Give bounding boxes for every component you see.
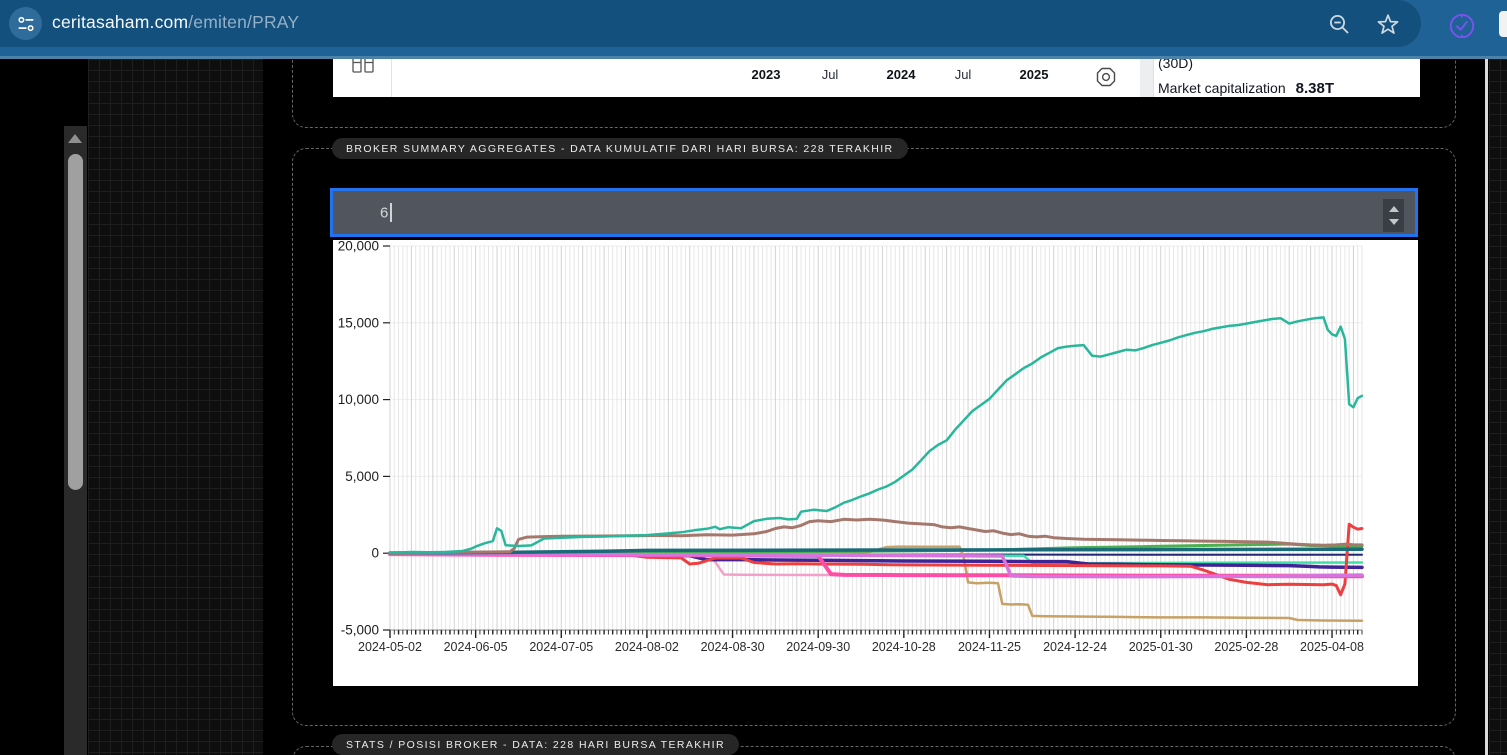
history-clock-button[interactable] xyxy=(1447,11,1477,41)
chart-canvas: 2024-05-02 2024-06-05 2024-07-05 2024-08-02… xyxy=(338,240,1364,654)
timeline-label-2025[interactable]: 2025 xyxy=(1019,67,1049,82)
scrollbar-thumb[interactable] xyxy=(68,154,83,490)
svg-text:-5,000: -5,000 xyxy=(341,623,379,638)
svg-text:2024-08-30: 2024-08-30 xyxy=(701,640,765,654)
series-broker-jade xyxy=(388,316,1364,555)
svg-text:0: 0 xyxy=(371,546,379,561)
url-host: ceritasaham.com xyxy=(52,12,189,32)
site-settings-button[interactable] xyxy=(9,7,42,40)
page-scroll-divider xyxy=(1485,59,1488,755)
svg-text:2025-02-28: 2025-02-28 xyxy=(1214,640,1278,654)
background-grid-left xyxy=(88,59,263,755)
stats-heading: STATS / POSISI BROKER - DATA: 228 HARI B… xyxy=(332,734,739,755)
spinner-down-icon[interactable] xyxy=(1388,219,1399,225)
market-cap-value: 8.38T xyxy=(1295,80,1334,97)
url-path: /emiten/PRAY xyxy=(188,12,300,32)
market-cap-row: Market capitalization 8.38T xyxy=(1158,80,1334,97)
svg-text:2025-01-30: 2025-01-30 xyxy=(1129,640,1193,654)
address-pill: ceritasaham.com/emiten/PRAY xyxy=(0,0,1421,47)
svg-text:2024-11-25: 2024-11-25 xyxy=(958,640,1021,654)
browser-toolbar: ceritasaham.com/emiten/PRAY xyxy=(0,0,1507,59)
price-chart-section xyxy=(292,0,1456,128)
broker-cumulative-chart: 2024-05-02 2024-06-05 2024-07-05 2024-08-02… xyxy=(333,240,1418,686)
broker-count-value: 6 xyxy=(380,204,389,221)
timeline-label-2024[interactable]: 2024 xyxy=(886,67,916,82)
market-cap-label: Market capitalization xyxy=(1158,80,1286,96)
left-scrollbar[interactable] xyxy=(64,126,87,755)
broker-count-input[interactable]: 6 xyxy=(330,188,1418,237)
svg-text:2024-07-05: 2024-07-05 xyxy=(529,640,593,654)
scroll-up-icon[interactable] xyxy=(68,134,82,143)
broker-summary-heading: BROKER SUMMARY AGGREGATES - DATA KUMULAT… xyxy=(332,138,908,159)
axis-divider xyxy=(391,59,392,97)
text-caret xyxy=(390,203,392,222)
price-chart-time-axis: 2023 Jul 2024 Jul 2025 xyxy=(333,59,1140,97)
address-bar[interactable]: ceritasaham.com/emiten/PRAY xyxy=(52,12,299,33)
number-spinner[interactable] xyxy=(1383,199,1404,232)
browser-profile-icon[interactable] xyxy=(1499,11,1507,37)
chart-settings-icon[interactable] xyxy=(1095,66,1117,88)
svg-text:2024-08-02: 2024-08-02 xyxy=(615,640,679,654)
timeline-label-jul-2[interactable]: Jul xyxy=(954,67,972,82)
svg-text:2024-10-28: 2024-10-28 xyxy=(872,640,936,654)
spinner-up-icon[interactable] xyxy=(1388,206,1399,212)
series-broker-red xyxy=(388,522,1364,597)
background-grid-right xyxy=(1489,59,1507,755)
svg-text:2024-06-05: 2024-06-05 xyxy=(444,640,508,654)
period-label: (30D) xyxy=(1158,59,1194,71)
series-broker-darkcyan xyxy=(388,547,1364,555)
svg-text:2025-04-08: 2025-04-08 xyxy=(1300,640,1364,654)
svg-text:20,000: 20,000 xyxy=(338,240,379,254)
market-info-panel: (30D) Market capitalization 8.38T xyxy=(1153,59,1420,97)
svg-text:2024-05-02: 2024-05-02 xyxy=(358,640,422,654)
tune-icon xyxy=(17,16,34,31)
svg-text:15,000: 15,000 xyxy=(338,315,379,330)
panel-gap xyxy=(1140,59,1153,97)
svg-text:2024-09-30: 2024-09-30 xyxy=(786,640,850,654)
svg-text:2024-12-24: 2024-12-24 xyxy=(1043,640,1107,654)
timeline-label-2023[interactable]: 2023 xyxy=(751,67,781,82)
series-broker-rosybrown xyxy=(388,517,1364,555)
bookmark-star-button[interactable] xyxy=(1376,13,1400,37)
svg-text:5,000: 5,000 xyxy=(345,469,379,484)
price-chart-bottom-strip: 2023 Jul 2024 Jul 2025 (30D) Market capi… xyxy=(333,59,1420,97)
svg-text:10,000: 10,000 xyxy=(338,392,379,407)
series-broker-orchid xyxy=(388,551,1364,579)
timeline-label-jul-1[interactable]: Jul xyxy=(821,67,839,82)
panes-icon[interactable] xyxy=(352,59,374,73)
zoom-out-button[interactable] xyxy=(1328,13,1352,37)
